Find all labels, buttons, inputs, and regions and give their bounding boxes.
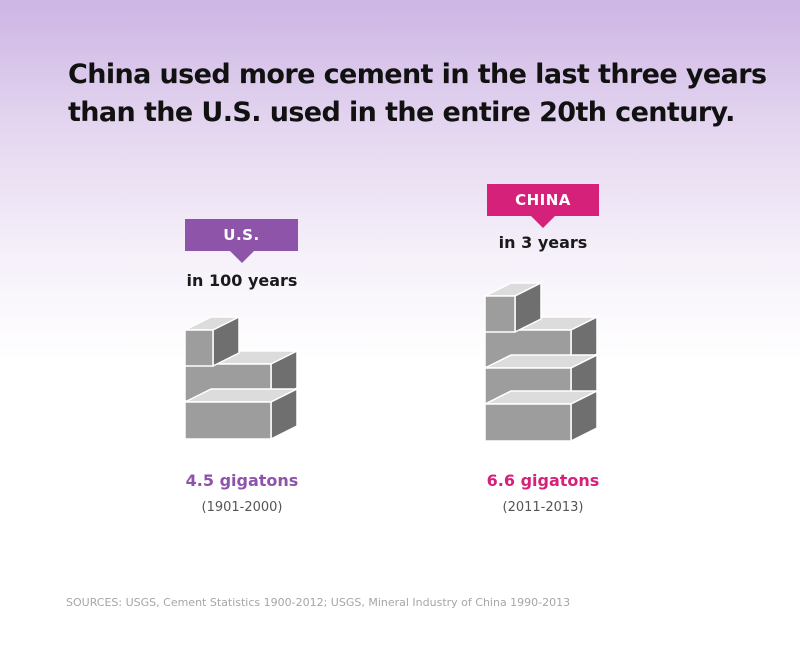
us-value-label: 4.5 gigatons xyxy=(185,471,299,490)
us-block-4 xyxy=(184,388,298,440)
source-note: SOURCES: USGS, Cement Statistics 1900-20… xyxy=(66,596,571,609)
china-block-6 xyxy=(484,390,598,442)
us-range-label: (1901-2000) xyxy=(201,500,283,515)
us-label-badge: U.S. xyxy=(185,219,298,263)
title-line-2: than the U.S. used in the entire 20th ce… xyxy=(68,97,735,128)
us-period-label: in 100 years xyxy=(186,271,298,290)
china-range-label: (2011-2013) xyxy=(502,500,584,515)
us-block-5 xyxy=(184,316,240,367)
china-block-7 xyxy=(484,282,542,333)
chart-title: China used more cement in the last three… xyxy=(68,56,768,132)
china-period-label: in 3 years xyxy=(498,233,588,252)
china-value-label: 6.6 gigatons xyxy=(486,471,600,490)
china-label-badge: CHINA xyxy=(487,184,599,228)
title-line-1: China used more cement in the last three… xyxy=(68,59,767,90)
